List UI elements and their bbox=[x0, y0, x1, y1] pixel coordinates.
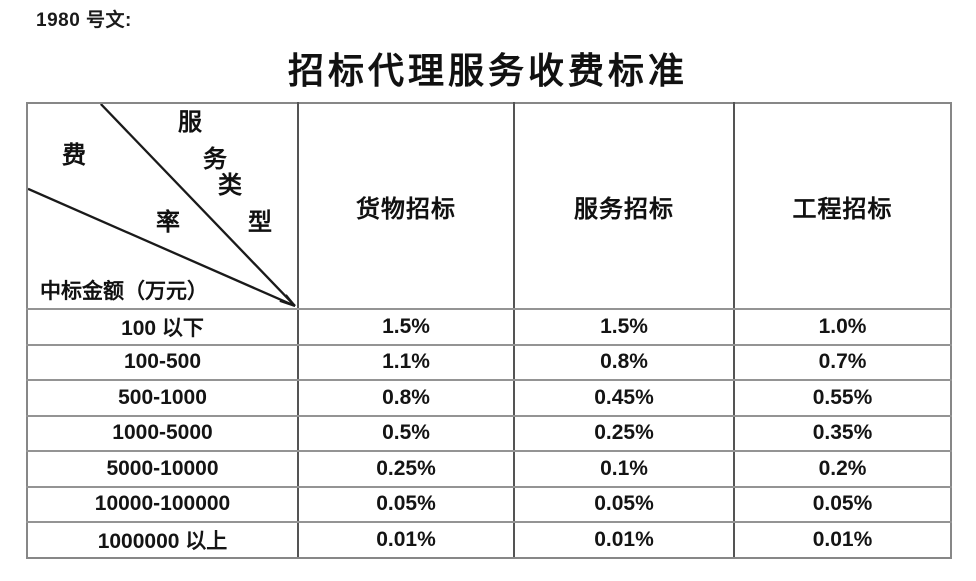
corner-service-char-1: 服 bbox=[178, 110, 202, 136]
engineering-rate: 0.7% bbox=[733, 343, 952, 381]
services-rate: 1.5% bbox=[513, 308, 735, 346]
engineering-rate: 0.35% bbox=[733, 414, 952, 452]
engineering-rate: 0.55% bbox=[733, 379, 952, 417]
table-row: 100 以下 1.5% 1.5% 1.0% bbox=[26, 308, 952, 346]
services-rate: 0.45% bbox=[513, 379, 735, 417]
table-header-row: 费 率 服 务 类 型 中标金额（万元） 货物招标 服务招标 工程招标 bbox=[26, 102, 952, 310]
goods-rate: 0.5% bbox=[297, 414, 515, 452]
services-rate: 0.1% bbox=[513, 450, 735, 488]
amount-range: 1000000 以上 bbox=[26, 521, 299, 559]
engineering-rate: 0.2% bbox=[733, 450, 952, 488]
amount-range: 100-500 bbox=[26, 343, 299, 381]
column-header-goods: 货物招标 bbox=[297, 102, 515, 310]
table-row: 10000-100000 0.05% 0.05% 0.05% bbox=[26, 485, 952, 523]
table-row: 100-500 1.1% 0.8% 0.7% bbox=[26, 343, 952, 381]
amount-range: 100 以下 bbox=[26, 308, 299, 346]
goods-rate: 0.05% bbox=[297, 485, 515, 523]
goods-rate: 1.1% bbox=[297, 343, 515, 381]
table-row: 5000-10000 0.25% 0.1% 0.2% bbox=[26, 450, 952, 488]
engineering-rate: 0.01% bbox=[733, 521, 952, 559]
goods-rate: 0.8% bbox=[297, 379, 515, 417]
goods-rate: 1.5% bbox=[297, 308, 515, 346]
goods-rate: 0.25% bbox=[297, 450, 515, 488]
table-row: 1000-5000 0.5% 0.25% 0.35% bbox=[26, 414, 952, 452]
fee-standard-table: 费 率 服 务 类 型 中标金额（万元） 货物招标 服务招标 工程招标 100 … bbox=[26, 102, 952, 559]
services-rate: 0.05% bbox=[513, 485, 735, 523]
engineering-rate: 1.0% bbox=[733, 308, 952, 346]
corner-amount-label: 中标金额（万元） bbox=[40, 279, 208, 303]
goods-rate: 0.01% bbox=[297, 521, 515, 559]
amount-range: 5000-10000 bbox=[26, 450, 299, 488]
amount-range: 1000-5000 bbox=[26, 414, 299, 452]
corner-rate-char: 率 bbox=[156, 210, 180, 236]
services-rate: 0.01% bbox=[513, 521, 735, 559]
corner-service-char-4: 型 bbox=[248, 210, 272, 236]
diagonal-lines bbox=[28, 104, 296, 308]
services-rate: 0.8% bbox=[513, 343, 735, 381]
engineering-rate: 0.05% bbox=[733, 485, 952, 523]
table-row: 500-1000 0.8% 0.45% 0.55% bbox=[26, 379, 952, 417]
diagonal-corner-cell: 费 率 服 务 类 型 中标金额（万元） bbox=[26, 102, 299, 310]
page-title: 招标代理服务收费标准 bbox=[287, 51, 688, 91]
corner-service-char-3: 类 bbox=[218, 173, 242, 199]
services-rate: 0.25% bbox=[513, 414, 735, 452]
amount-range: 10000-100000 bbox=[26, 485, 299, 523]
amount-range: 500-1000 bbox=[26, 379, 299, 417]
doc-number-label: 1980 号文: bbox=[36, 10, 132, 31]
corner-service-char-2: 务 bbox=[203, 147, 227, 173]
table-row: 1000000 以上 0.01% 0.01% 0.01% bbox=[26, 521, 952, 559]
column-header-engineering: 工程招标 bbox=[733, 102, 952, 310]
corner-fee-char: 费 bbox=[62, 143, 86, 169]
column-header-services: 服务招标 bbox=[513, 102, 735, 310]
